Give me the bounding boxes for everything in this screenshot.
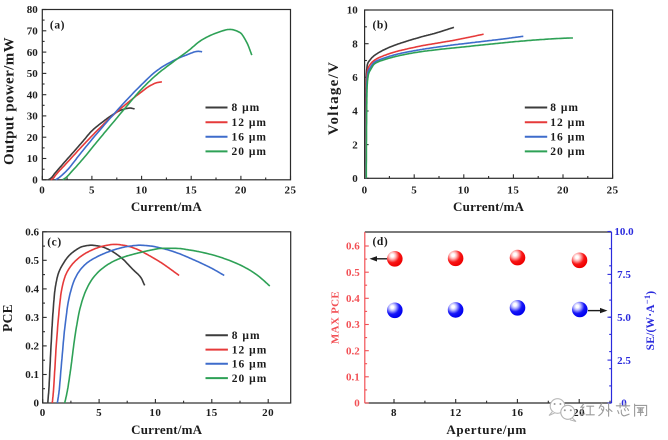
svg-text:5: 5 [89,185,95,197]
svg-text:8 μm: 8 μm [550,102,579,114]
svg-text:0.2: 0.2 [25,341,39,353]
svg-text:SE/(W·A−1): SE/(W·A−1) [642,291,657,351]
svg-text:0.4: 0.4 [25,284,39,296]
svg-text:15: 15 [185,185,197,197]
svg-text:10: 10 [149,407,161,419]
svg-text:25: 25 [285,185,297,197]
svg-text:8 μm: 8 μm [232,330,261,342]
svg-text:50: 50 [27,68,39,80]
svg-text:10.0: 10.0 [614,226,634,238]
svg-text:5: 5 [96,407,102,419]
svg-text:16 μm: 16 μm [232,132,267,144]
svg-text:0: 0 [39,185,45,197]
svg-text:70: 70 [27,25,39,37]
svg-text:6: 6 [352,72,358,84]
svg-text:10: 10 [27,153,39,165]
svg-text:0: 0 [621,398,627,410]
svg-text:16 μm: 16 μm [550,132,585,144]
svg-text:20 μm: 20 μm [550,146,585,158]
svg-text:Current/mA: Current/mA [453,199,524,214]
svg-text:10: 10 [136,185,148,197]
svg-text:Output power/mW: Output power/mW [2,37,18,165]
svg-text:60: 60 [27,47,39,59]
svg-text:10: 10 [347,5,359,17]
svg-text:7.5: 7.5 [617,269,631,281]
svg-text:16 μm: 16 μm [232,359,267,371]
svg-text:20 μm: 20 μm [232,146,267,158]
svg-text:Current/mA: Current/mA [131,199,202,214]
svg-text:12 μm: 12 μm [232,344,267,356]
svg-text:0: 0 [34,398,40,410]
svg-text:0.1: 0.1 [25,369,39,381]
svg-text:80: 80 [27,4,39,16]
svg-text:0.5: 0.5 [346,267,360,279]
svg-text:20: 20 [557,185,569,197]
svg-text:15: 15 [206,407,218,419]
svg-text:0: 0 [40,407,46,419]
svg-text:20 μm: 20 μm [232,373,267,385]
svg-text:8: 8 [352,38,358,50]
svg-text:PCE: PCE [0,304,15,332]
svg-text:12 μm: 12 μm [550,117,585,129]
svg-text:0.3: 0.3 [346,319,360,331]
svg-text:Voltage/V: Voltage/V [326,61,342,135]
svg-text:20: 20 [235,185,247,197]
svg-text:(a): (a) [50,19,65,31]
svg-text:30: 30 [27,111,39,123]
svg-text:40: 40 [27,89,39,101]
svg-text:0: 0 [354,398,360,410]
svg-text:5.0: 5.0 [617,312,631,324]
svg-text:15: 15 [507,185,519,197]
svg-text:5: 5 [411,185,417,197]
svg-text:(b): (b) [372,19,388,31]
svg-text:(c): (c) [47,236,62,248]
svg-text:20: 20 [573,407,585,419]
svg-text:4: 4 [352,106,358,118]
svg-text:(d): (d) [372,236,388,248]
svg-text:20: 20 [27,132,39,144]
svg-text:20: 20 [262,407,274,419]
svg-text:0.5: 0.5 [25,255,39,267]
svg-text:2.5: 2.5 [617,355,631,367]
svg-text:2: 2 [352,139,358,151]
svg-text:12 μm: 12 μm [232,117,267,129]
svg-text:12: 12 [450,407,462,419]
svg-text:0.1: 0.1 [346,372,360,384]
svg-text:Aperture/μm: Aperture/μm [446,422,527,437]
svg-text:8: 8 [391,407,397,419]
svg-text:0.6: 0.6 [25,227,39,239]
svg-text:0.3: 0.3 [25,312,39,324]
svg-text:10: 10 [458,185,470,197]
svg-text:0: 0 [32,175,38,187]
svg-text:0.6: 0.6 [346,241,360,253]
svg-text:0: 0 [362,185,368,197]
svg-text:Current/mA: Current/mA [131,422,202,437]
svg-text:8 μm: 8 μm [232,102,261,114]
svg-text:MAX PCE: MAX PCE [330,291,342,344]
svg-text:16: 16 [511,407,523,419]
svg-text:0.4: 0.4 [346,293,360,305]
svg-text:25: 25 [607,185,619,197]
svg-text:0: 0 [352,173,358,185]
svg-text:0.2: 0.2 [346,345,360,357]
